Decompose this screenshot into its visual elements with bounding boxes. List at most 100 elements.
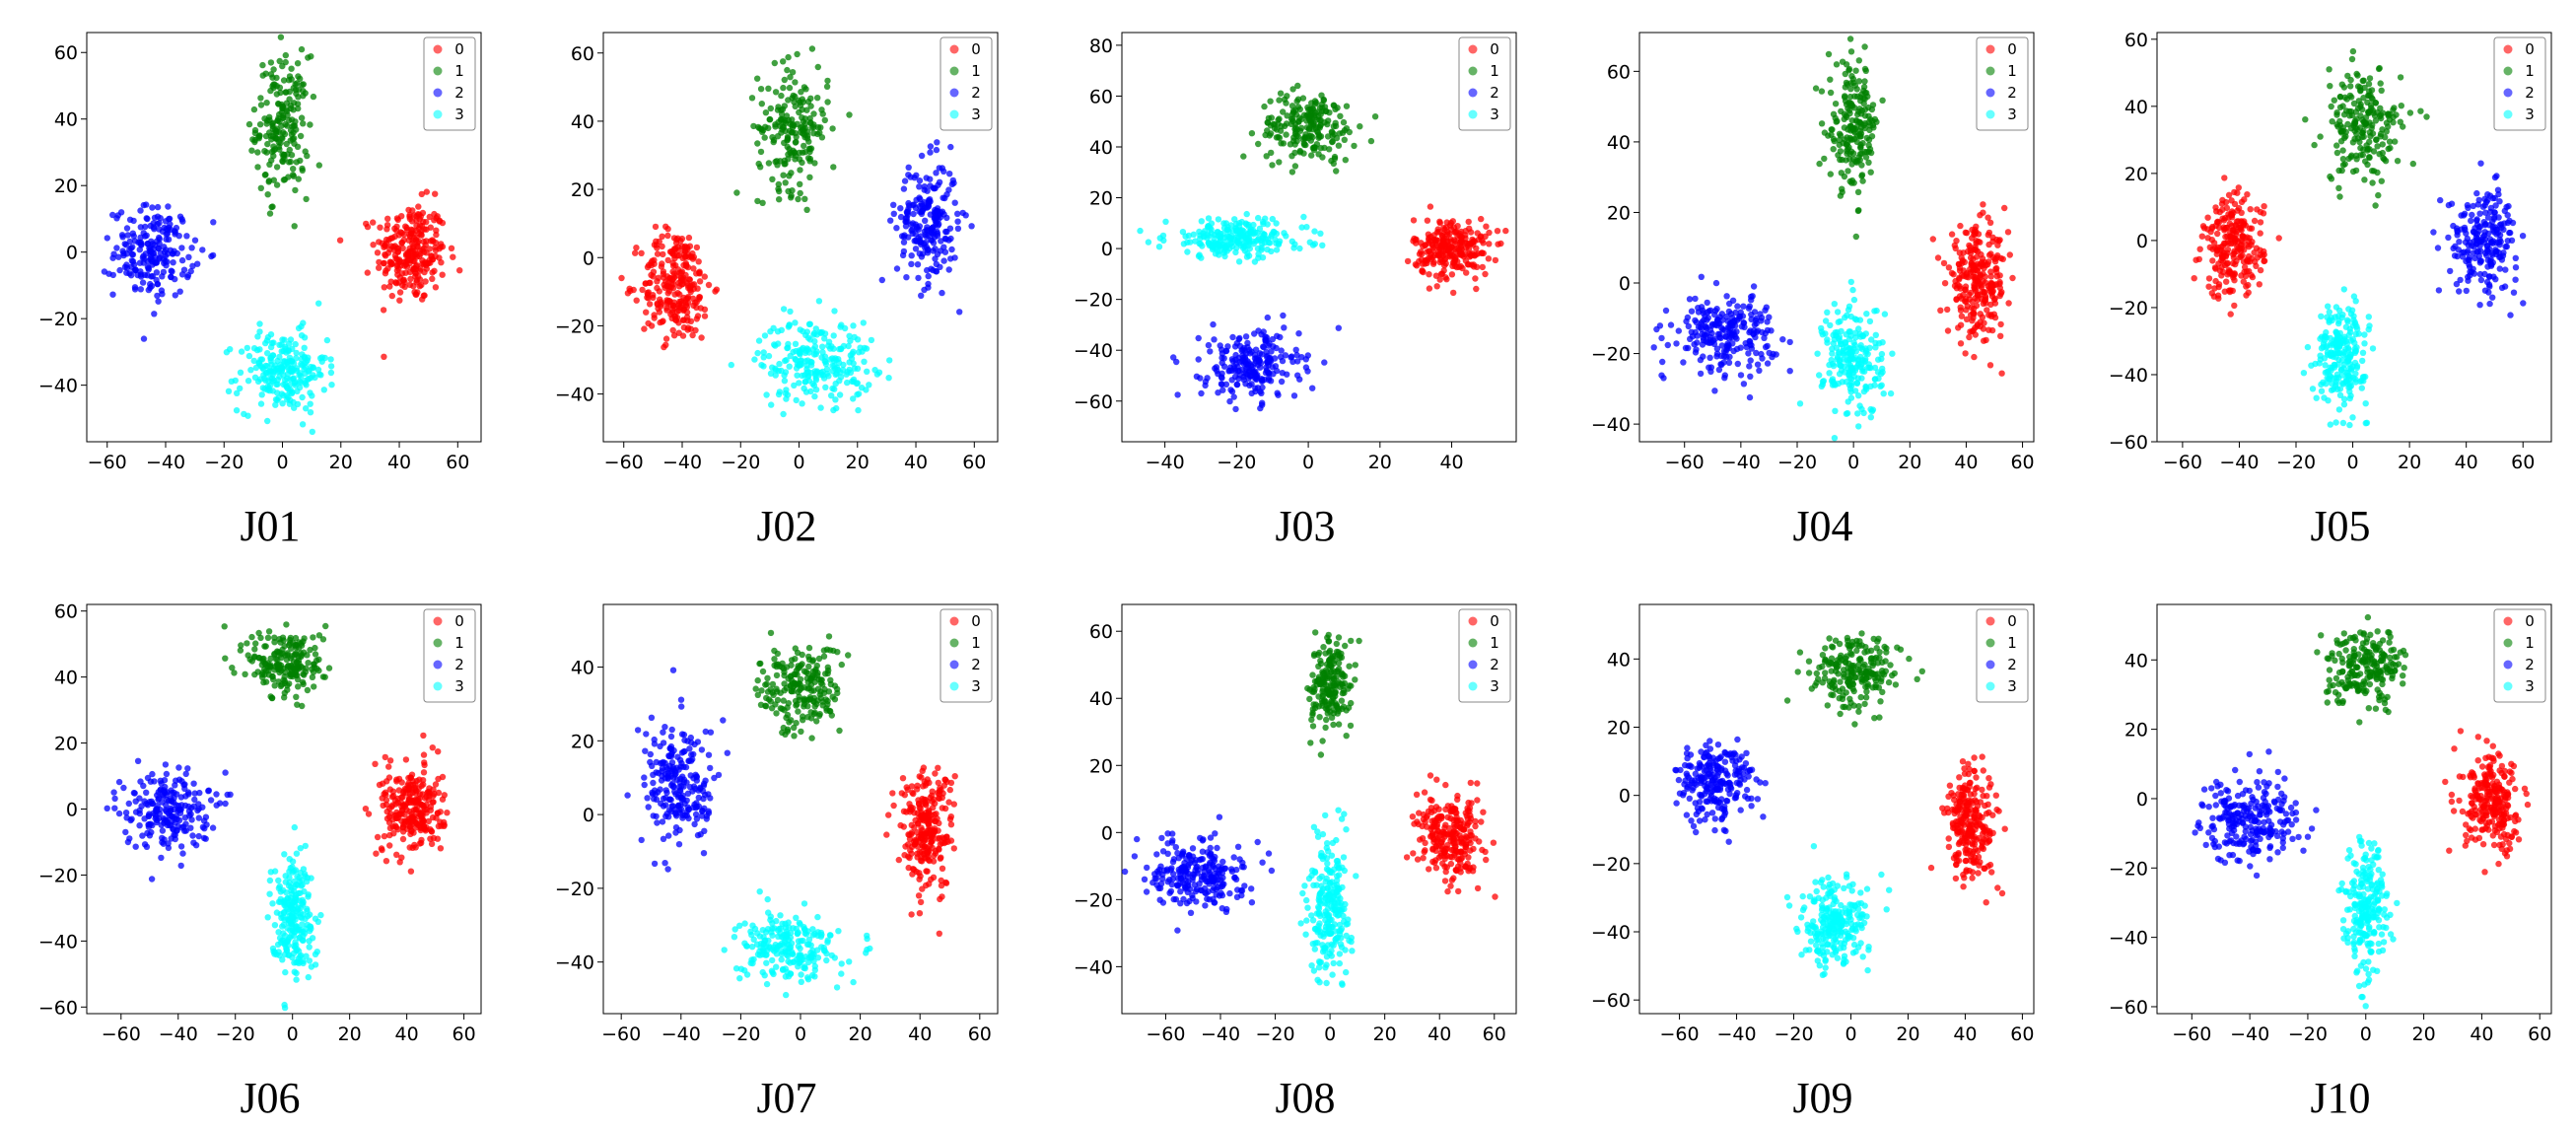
legend-marker-0 bbox=[1468, 44, 1478, 54]
point-class-3 bbox=[860, 319, 867, 326]
point-class-0 bbox=[648, 271, 655, 279]
point-class-3 bbox=[1195, 252, 1203, 259]
point-class-2 bbox=[183, 233, 190, 240]
point-class-2 bbox=[1207, 348, 1214, 355]
y-tick-label: 60 bbox=[1607, 61, 1631, 83]
point-class-3 bbox=[758, 362, 765, 369]
point-class-1 bbox=[2364, 147, 2371, 154]
point-class-1 bbox=[2377, 130, 2385, 137]
point-class-3 bbox=[2348, 307, 2356, 314]
point-class-2 bbox=[142, 223, 149, 231]
point-class-3 bbox=[1250, 241, 1258, 247]
point-class-1 bbox=[251, 129, 259, 137]
point-class-0 bbox=[1457, 251, 1465, 258]
point-class-1 bbox=[757, 86, 765, 93]
point-class-3 bbox=[1300, 213, 1307, 221]
point-class-3 bbox=[1853, 380, 1861, 387]
point-class-1 bbox=[765, 160, 773, 167]
point-class-1 bbox=[758, 101, 765, 107]
point-class-2 bbox=[1267, 378, 1275, 385]
point-class-1 bbox=[1341, 136, 1349, 143]
point-class-3 bbox=[305, 354, 312, 361]
point-class-3 bbox=[816, 328, 823, 336]
point-class-0 bbox=[1434, 226, 1441, 233]
point-class-0 bbox=[1962, 283, 1970, 290]
point-class-0 bbox=[1981, 298, 1988, 305]
point-class-1 bbox=[2326, 66, 2332, 73]
point-class-2 bbox=[136, 259, 144, 266]
point-class-3 bbox=[780, 410, 787, 418]
point-class-2 bbox=[922, 217, 929, 224]
point-class-1 bbox=[2375, 65, 2383, 73]
point-class-0 bbox=[1977, 274, 1984, 281]
point-class-0 bbox=[651, 315, 658, 321]
point-class-0 bbox=[396, 297, 403, 304]
point-class-0 bbox=[1941, 280, 1949, 287]
point-class-1 bbox=[2370, 168, 2378, 175]
point-class-0 bbox=[670, 332, 678, 339]
point-class-2 bbox=[1265, 362, 1272, 369]
point-class-1 bbox=[2360, 133, 2367, 140]
point-class-0 bbox=[1450, 237, 1458, 244]
point-class-2 bbox=[1174, 391, 1181, 398]
legend-marker-0 bbox=[949, 44, 959, 54]
point-class-0 bbox=[387, 261, 394, 268]
point-class-1 bbox=[2356, 138, 2363, 146]
point-class-1 bbox=[257, 184, 264, 191]
point-class-2 bbox=[1275, 391, 1282, 398]
point-class-1 bbox=[2382, 158, 2390, 165]
point-class-0 bbox=[2257, 266, 2264, 274]
point-class-3 bbox=[1867, 414, 1875, 421]
point-class-1 bbox=[294, 59, 302, 67]
point-class-3 bbox=[1860, 409, 1867, 417]
point-class-3 bbox=[2328, 342, 2334, 349]
point-class-0 bbox=[1972, 231, 1979, 238]
point-class-3 bbox=[783, 395, 790, 402]
point-class-3 bbox=[850, 360, 857, 367]
point-class-2 bbox=[1725, 359, 1733, 366]
point-class-0 bbox=[1439, 238, 1446, 245]
point-class-0 bbox=[687, 318, 695, 324]
point-class-3 bbox=[252, 364, 260, 372]
point-class-2 bbox=[2447, 267, 2454, 275]
point-class-0 bbox=[1945, 264, 1953, 271]
point-class-1 bbox=[279, 103, 286, 110]
point-class-0 bbox=[1465, 261, 1472, 268]
point-class-2 bbox=[918, 253, 926, 260]
point-class-0 bbox=[380, 307, 387, 314]
point-class-2 bbox=[1764, 360, 1772, 367]
point-class-2 bbox=[1290, 392, 1298, 399]
point-class-2 bbox=[900, 239, 908, 246]
point-class-1 bbox=[762, 123, 769, 130]
point-class-2 bbox=[910, 210, 917, 218]
point-class-2 bbox=[1740, 303, 1747, 310]
point-class-0 bbox=[1992, 265, 1999, 272]
point-class-3 bbox=[270, 369, 277, 376]
point-class-2 bbox=[923, 244, 930, 250]
point-class-1 bbox=[288, 131, 296, 138]
point-class-1 bbox=[784, 143, 791, 151]
point-class-1 bbox=[282, 89, 289, 96]
point-class-0 bbox=[684, 263, 692, 271]
point-class-2 bbox=[915, 274, 922, 282]
legend-label-1: 1 bbox=[1490, 62, 1499, 80]
point-class-3 bbox=[292, 340, 299, 348]
point-class-2 bbox=[925, 272, 932, 280]
point-class-3 bbox=[837, 323, 844, 330]
point-class-2 bbox=[2483, 278, 2491, 286]
point-class-2 bbox=[1764, 326, 1772, 334]
point-class-1 bbox=[2366, 75, 2374, 82]
point-class-0 bbox=[2243, 242, 2251, 248]
point-class-2 bbox=[1241, 347, 1248, 354]
point-class-0 bbox=[2195, 255, 2202, 263]
point-class-1 bbox=[254, 149, 261, 156]
point-class-0 bbox=[1436, 276, 1443, 283]
point-class-0 bbox=[662, 223, 669, 230]
point-class-1 bbox=[1275, 133, 1282, 141]
point-class-1 bbox=[1879, 97, 1886, 105]
point-class-3 bbox=[2332, 304, 2340, 311]
point-class-1 bbox=[2344, 72, 2351, 80]
point-class-0 bbox=[1448, 271, 1456, 278]
point-class-1 bbox=[2361, 176, 2368, 183]
